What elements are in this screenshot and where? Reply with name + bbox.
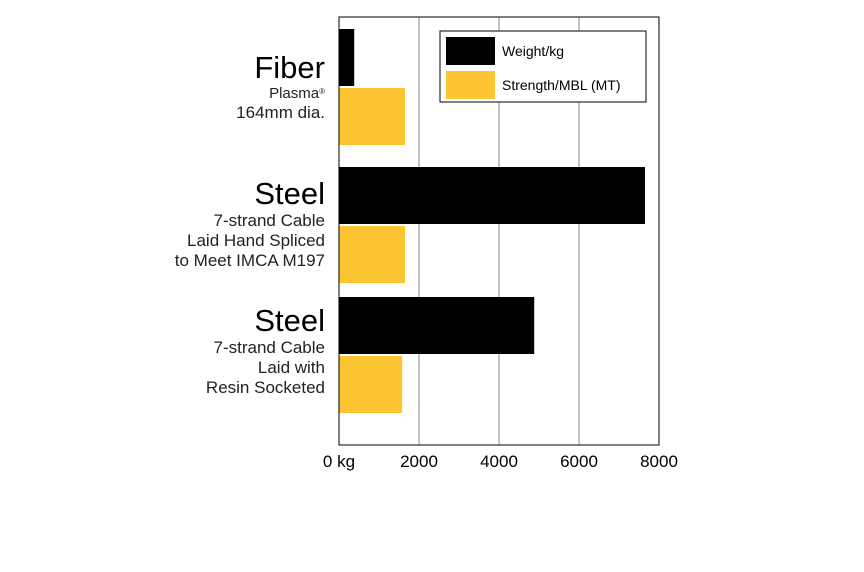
x-tick-label: 8000 <box>640 452 678 471</box>
weight-bar-0 <box>339 29 355 86</box>
bars <box>339 29 645 413</box>
category-label-steel-resin: Steel 7-strand Cable Laid with Resin Soc… <box>205 303 325 399</box>
legend-label: Strength/MBL (MT) <box>502 77 621 93</box>
category-subtitle-line: Resin Socketed <box>205 378 325 398</box>
x-tick-label: 2000 <box>400 452 438 471</box>
category-title: Fiber <box>254 50 325 85</box>
strength-bar-2 <box>339 356 403 413</box>
legend: Weight/kg Strength/MBL (MT) <box>439 30 647 103</box>
category-subtitle-line: to Meet IMCA M197 <box>174 251 325 271</box>
registered-mark: ® <box>319 86 325 96</box>
strength-bar-0 <box>339 88 405 145</box>
x-tick-label: 0 kg <box>323 452 355 471</box>
legend-swatch <box>446 37 495 65</box>
legend-label: Weight/kg <box>502 43 564 59</box>
category-subtitle-line: 7-strand Cable <box>213 337 325 357</box>
x-tick-label: 4000 <box>480 452 518 471</box>
category-subtitle-line: Laid Hand Spliced <box>187 230 325 250</box>
strength-bar-1 <box>339 226 405 283</box>
category-title: Steel <box>254 176 325 211</box>
category-subtitle-line: 164mm dia. <box>236 102 325 122</box>
category-subtitle-line: Plasma® <box>236 85 325 103</box>
category-label-fiber: Fiber Plasma® 164mm dia. <box>236 50 325 123</box>
x-tick-label: 6000 <box>560 452 598 471</box>
weight-bar-1 <box>339 167 645 224</box>
weight-bar-2 <box>339 297 535 354</box>
category-label-steel-spliced: Steel 7-strand Cable Laid Hand Spliced t… <box>174 176 325 272</box>
category-subtitle-line: Laid with <box>257 357 325 377</box>
legend-swatch <box>446 71 495 99</box>
category-subtitle-text: Plasma <box>269 84 320 102</box>
category-subtitle-line: 7-strand Cable <box>213 210 325 230</box>
category-title: Steel <box>254 303 325 338</box>
plot-frame <box>338 16 660 446</box>
x-axis-ticks: 0 kg 2000 4000 6000 8000 <box>323 452 678 471</box>
